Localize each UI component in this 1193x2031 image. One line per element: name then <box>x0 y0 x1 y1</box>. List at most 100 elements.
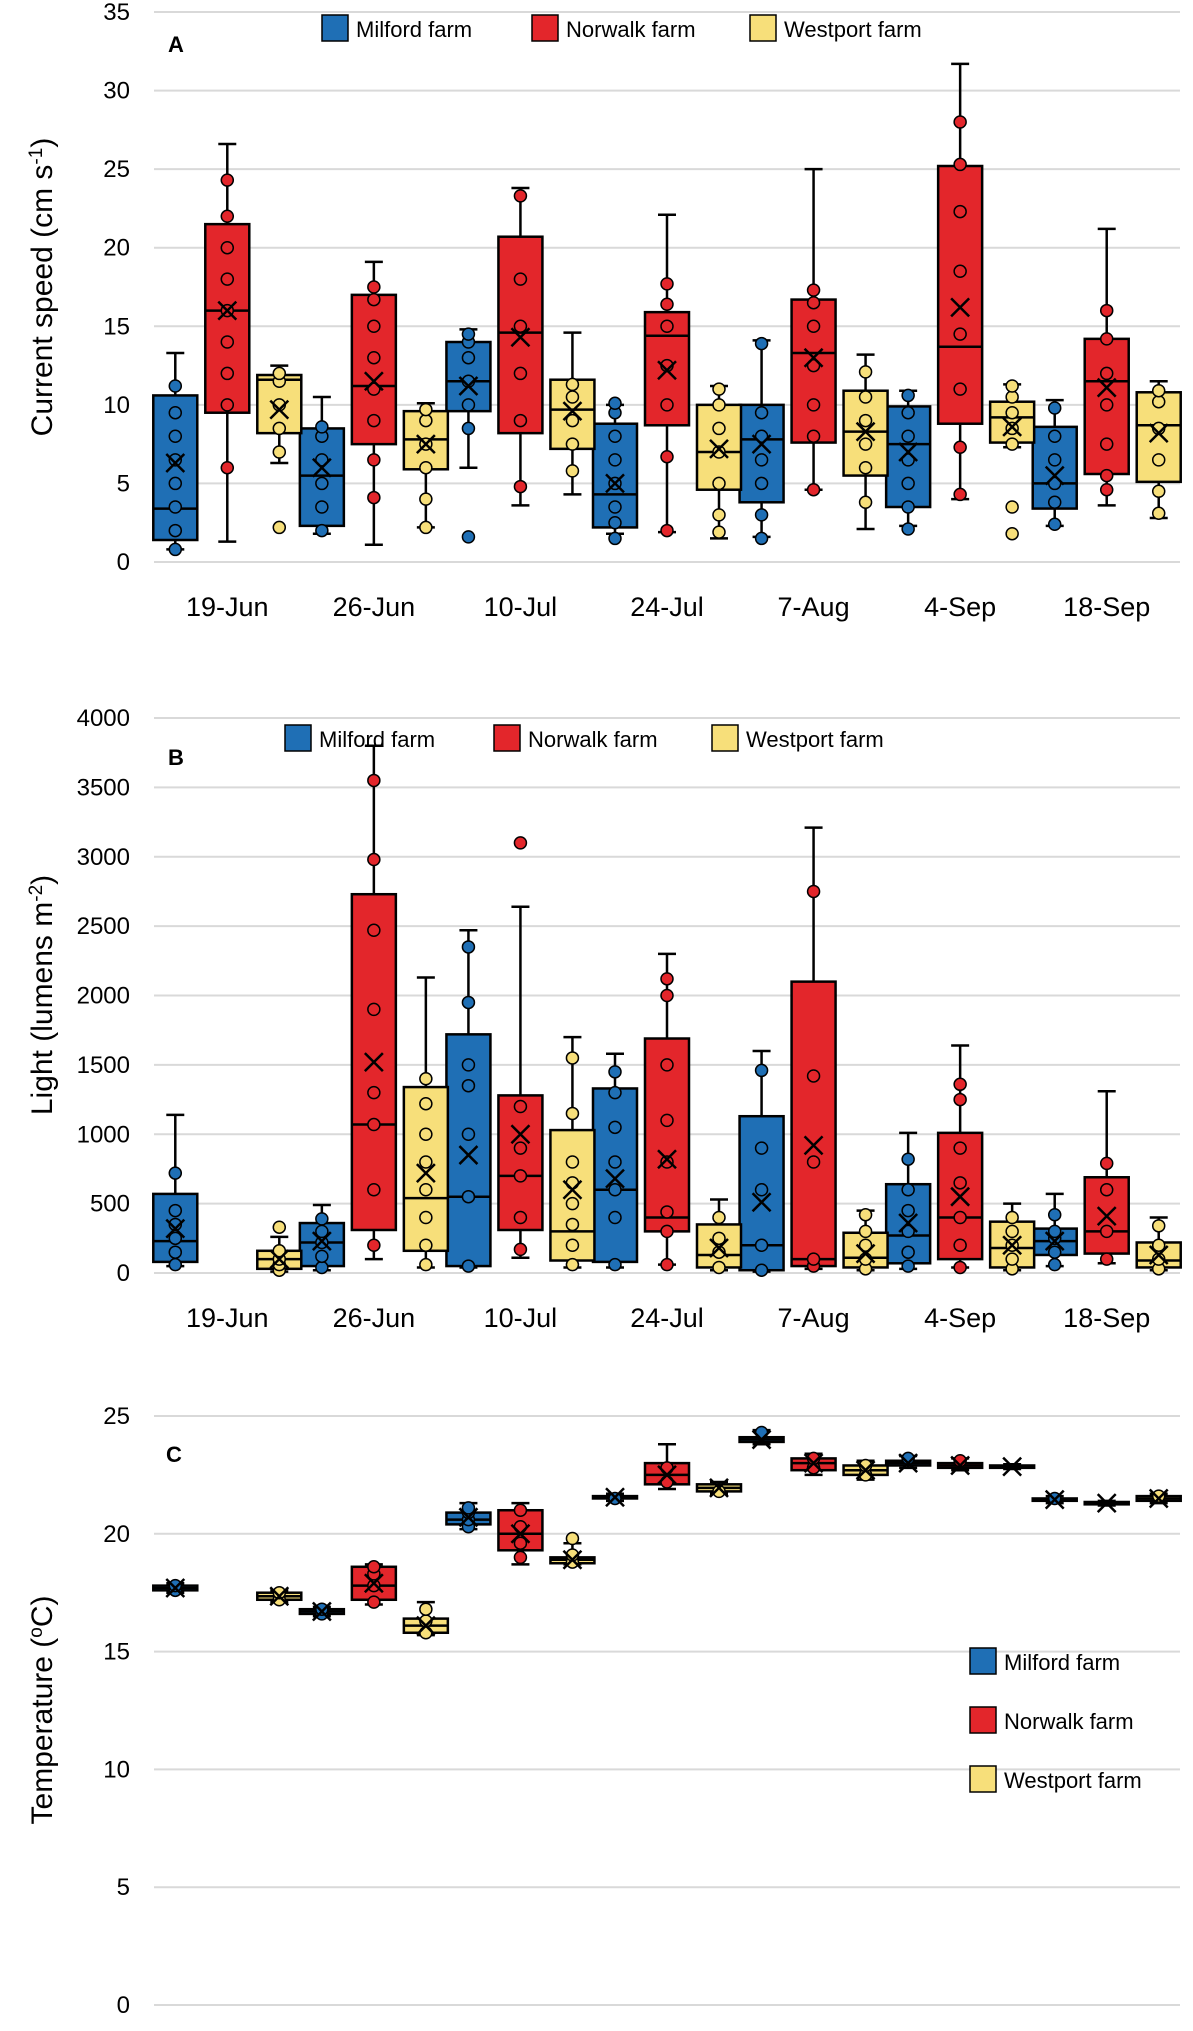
data-point <box>660 277 674 291</box>
data-point <box>513 366 528 381</box>
mean-marker <box>605 473 625 494</box>
data-point <box>565 1257 580 1272</box>
box-westport-farm <box>549 1035 596 1272</box>
box-milford-farm <box>298 395 346 538</box>
data-point <box>565 1238 580 1252</box>
data-point <box>1151 1219 1166 1233</box>
data-point <box>953 1238 967 1252</box>
data-point <box>168 379 183 393</box>
legend-label: Westport farm <box>784 17 922 42</box>
data-point <box>168 500 183 514</box>
data-point <box>806 319 821 334</box>
data-point <box>712 508 726 522</box>
data-point <box>712 1210 726 1225</box>
legend-swatch <box>531 14 559 42</box>
data-point <box>806 398 821 412</box>
data-point <box>513 1169 528 1183</box>
data-point <box>1099 366 1114 381</box>
data-point <box>1005 1210 1019 1225</box>
data-point <box>168 1231 183 1246</box>
mean-marker <box>165 1218 186 1239</box>
data-point <box>565 437 580 451</box>
data-point <box>168 405 183 420</box>
y-tick-label: 35 <box>103 0 130 26</box>
data-point <box>565 1217 580 1232</box>
mean-marker <box>510 1523 531 1544</box>
data-point <box>901 453 915 467</box>
data-point <box>1005 526 1019 541</box>
box-westport-farm <box>988 1456 1036 1477</box>
y-axis-label-end: ) <box>26 875 59 885</box>
data-point <box>1005 1252 1019 1266</box>
mean-marker <box>803 347 824 368</box>
data-point <box>513 836 528 850</box>
mean-marker <box>1044 1489 1065 1510</box>
y-axis-label-main: Temperature ( <box>26 1638 59 1825</box>
data-point <box>754 508 769 522</box>
data-point <box>513 1503 528 1517</box>
data-point <box>1151 383 1166 398</box>
data-point <box>1005 437 1019 451</box>
data-point <box>858 460 873 475</box>
data-point <box>565 1051 580 1065</box>
box-milford-farm <box>1031 1192 1078 1272</box>
box-norwalk-farm <box>350 260 398 546</box>
data-point <box>712 476 726 491</box>
box-milford-farm <box>738 1425 785 1450</box>
data-point <box>461 1501 476 1515</box>
data-point <box>660 297 674 312</box>
y-tick-label: 0 <box>117 549 130 576</box>
box-norwalk-farm <box>497 1501 544 1566</box>
data-point <box>565 1155 580 1169</box>
data-point <box>754 453 769 467</box>
data-point <box>461 398 476 412</box>
legend-swatch <box>969 1647 997 1675</box>
data-point <box>1151 484 1166 499</box>
data-point <box>1151 394 1166 409</box>
data-point <box>953 204 967 219</box>
mean-marker <box>803 1453 824 1474</box>
box-milford-farm <box>591 1052 639 1272</box>
x-tick-label: 19-Jun <box>186 592 269 622</box>
data-point <box>1099 437 1114 451</box>
mean-marker <box>751 1429 772 1450</box>
mean-marker <box>562 1549 583 1570</box>
y-tick-label: 30 <box>103 78 130 105</box>
data-point <box>1047 517 1062 532</box>
y-tick-label: 3500 <box>77 774 130 801</box>
data-point <box>419 1210 433 1225</box>
y-axis-label-main: Light (lumens m <box>26 902 59 1115</box>
y-tick-label: 3000 <box>77 844 130 871</box>
data-point <box>513 1210 528 1225</box>
data-point <box>367 1002 381 1017</box>
mean-marker <box>165 453 186 473</box>
data-point <box>712 1260 726 1275</box>
y-tick-label: 20 <box>103 235 130 262</box>
data-point <box>858 365 873 379</box>
data-point <box>712 1484 726 1499</box>
box-iqr <box>204 222 251 414</box>
box-norwalk-farm <box>790 826 837 1273</box>
box-norwalk-farm <box>790 1451 837 1477</box>
box-milford-farm <box>738 336 785 546</box>
legend-swatch <box>284 724 312 752</box>
panel-label: C <box>166 1442 182 1467</box>
data-point <box>901 476 915 491</box>
mean-marker <box>311 1601 332 1622</box>
data-point <box>901 522 915 536</box>
data-point <box>608 396 622 411</box>
data-point <box>1005 500 1019 514</box>
data-point <box>461 350 476 365</box>
data-point <box>901 1259 915 1273</box>
mean-marker <box>1148 1488 1169 1509</box>
mean-marker <box>363 371 384 392</box>
data-point <box>608 1065 622 1079</box>
legend-label: Westport farm <box>746 727 884 752</box>
legend-label: Milford farm <box>356 17 472 42</box>
box-westport-farm <box>842 1207 889 1276</box>
box-westport-farm <box>988 1202 1036 1276</box>
x-tick-label: 18-Sep <box>1063 592 1150 622</box>
data-point <box>513 479 528 494</box>
data-point <box>419 492 433 506</box>
data-point <box>461 421 476 436</box>
